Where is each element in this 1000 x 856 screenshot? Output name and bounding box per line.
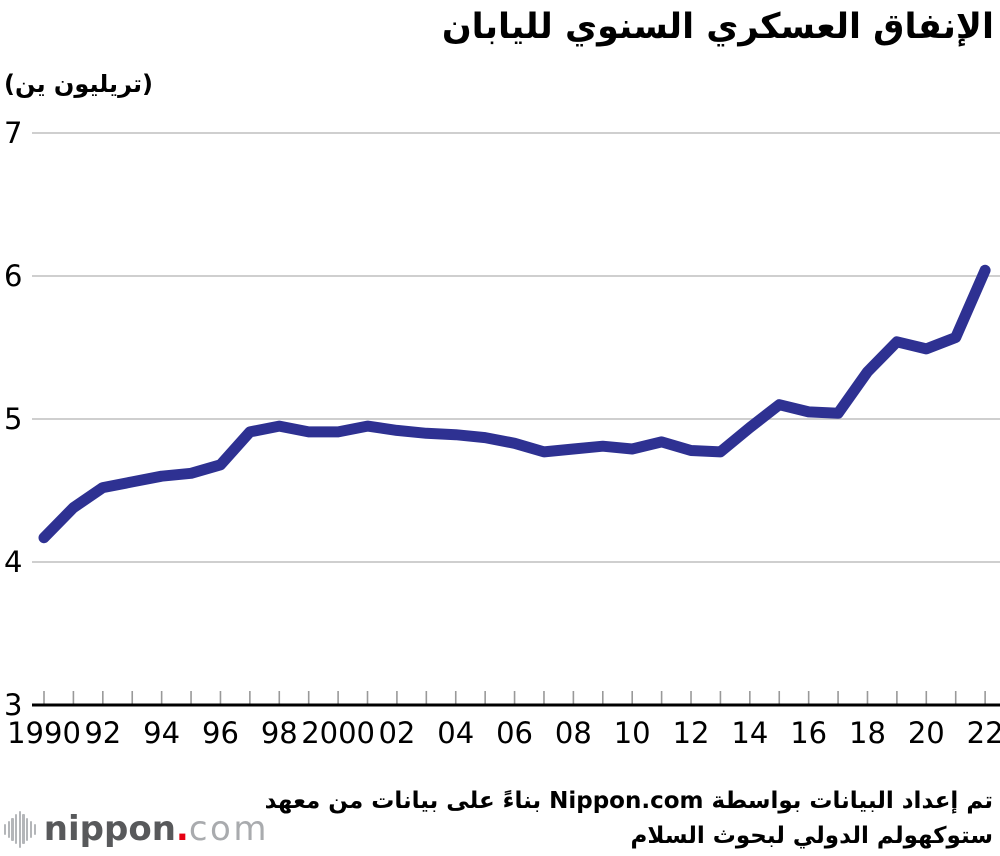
x-tick-label: 92 [84, 716, 121, 750]
x-tick-label: 20 [908, 716, 945, 750]
source-note: تم إعداد البيانات بواسطة Nippon.com بناء… [265, 784, 993, 854]
x-tick-label: 06 [496, 716, 533, 750]
x-tick-label: 98 [261, 716, 298, 750]
nippon-logo-dot: . [175, 809, 189, 849]
y-tick-label: 7 [4, 116, 22, 150]
spending-data-line [38, 264, 991, 544]
y-axis-unit-label: (تريليون ين) [4, 70, 153, 98]
nippon-logo-name: nippon [43, 809, 176, 849]
source-note-line1: تم إعداد البيانات بواسطة Nippon.com بناء… [264, 788, 993, 814]
chart-title: الإنفاق العسكري السنوي لليابان [441, 7, 994, 47]
y-tick-label: 6 [4, 259, 22, 293]
x-tick-label: 94 [143, 716, 180, 750]
x-tick-label: 10 [614, 716, 651, 750]
nippon-logo-text: nippon.com [44, 810, 269, 848]
gridlines [32, 132, 1000, 707]
x-tick-label: 16 [790, 716, 827, 750]
y-axis-labels: 3 4 5 6 7 [4, 116, 22, 722]
x-tick-label: 22 [967, 716, 1000, 750]
x-tick-label: 08 [555, 716, 592, 750]
x-tick-label: 96 [202, 716, 239, 750]
x-tick-label: 04 [437, 716, 474, 750]
source-note-line2: ستوكهولم الدولي لبحوث السلام [630, 823, 994, 849]
x-tick-label: 02 [378, 716, 415, 750]
year-tick-marks [43, 691, 986, 704]
x-axis-labels: 1990 92 94 96 98 2000 02 04 06 08 10 12 14 16 18 20 22 [7, 716, 1000, 750]
y-tick-label: 5 [4, 402, 22, 436]
x-tick-label: 12 [673, 716, 710, 750]
y-tick-label: 3 [4, 688, 22, 722]
nippon-logo-tld: com [188, 809, 269, 849]
x-tick-label: 2000 [301, 716, 375, 750]
nippon-logo-soundwave-icon [4, 810, 36, 848]
nippon-logo: nippon.com [4, 810, 269, 848]
y-tick-label: 4 [4, 545, 22, 579]
x-tick-label: 14 [731, 716, 768, 750]
x-tick-label: 18 [849, 716, 886, 750]
x-tick-label: 1990 [7, 716, 81, 750]
